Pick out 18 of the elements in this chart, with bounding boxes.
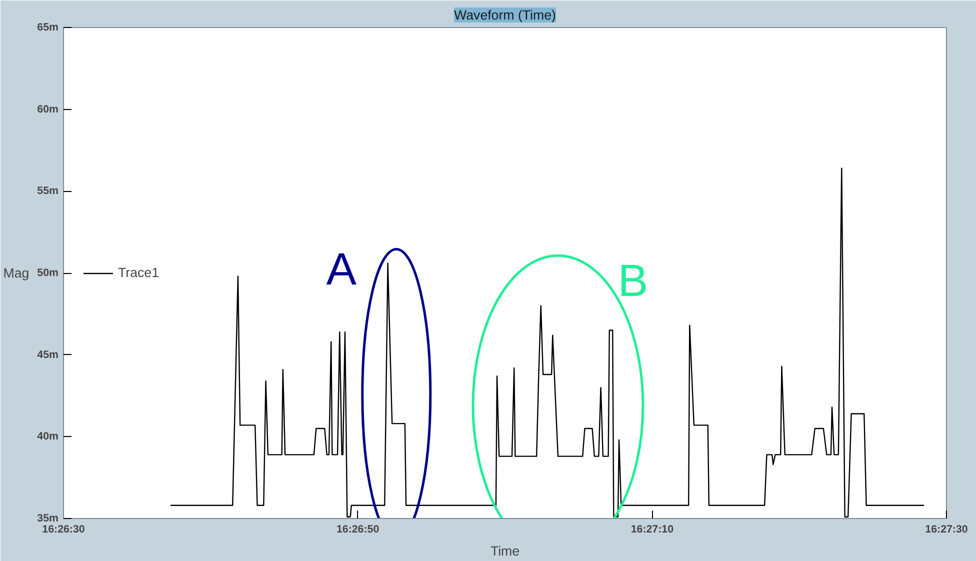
y-tick-label: 55m — [37, 185, 58, 198]
annotation: B — [618, 255, 648, 306]
y-tick-label: 40m — [37, 430, 58, 443]
y-tick-label: 65m — [37, 22, 58, 34]
x-tick-label: 16:26:30 — [42, 524, 85, 536]
annotation: A — [326, 244, 358, 295]
legend-label: Trace1 — [118, 265, 159, 280]
y-tick-label: 50m — [37, 267, 58, 279]
y-axis-title: Mag — [3, 266, 30, 280]
line-series — [170, 168, 925, 518]
x-tick-label: 16:27:10 — [630, 524, 674, 536]
x-tick-label: 16:26:50 — [336, 524, 380, 536]
y-tick-label: 60m — [37, 103, 58, 116]
x-tick-label: 16:27:30 — [925, 524, 968, 536]
x-axis-title: Time — [490, 544, 520, 558]
y-tick-label: 45m — [37, 348, 58, 361]
y-tick-label: 35m — [37, 512, 58, 524]
chart-title: Waveform (Time) — [454, 8, 556, 22]
